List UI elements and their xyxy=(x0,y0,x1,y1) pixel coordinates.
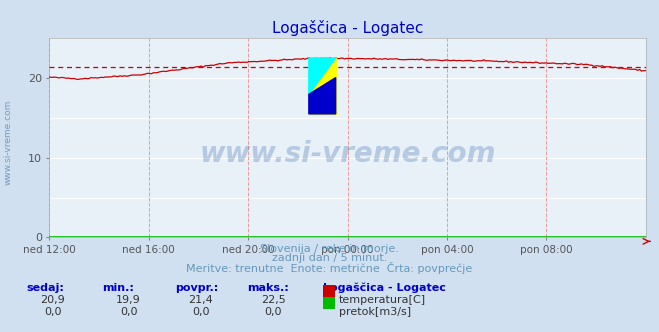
Text: www.si-vreme.com: www.si-vreme.com xyxy=(200,140,496,168)
Title: Logaščica - Logatec: Logaščica - Logatec xyxy=(272,20,423,36)
Text: 21,4: 21,4 xyxy=(188,295,214,305)
Polygon shape xyxy=(309,58,335,94)
Bar xyxy=(309,58,335,114)
Text: temperatura[C]: temperatura[C] xyxy=(339,295,426,305)
Text: 0,0: 0,0 xyxy=(192,307,210,317)
Text: Slovenija / reke in morje.: Slovenija / reke in morje. xyxy=(260,244,399,254)
Text: www.si-vreme.com: www.si-vreme.com xyxy=(3,100,13,186)
Text: Meritve: trenutne  Enote: metrične  Črta: povprečje: Meritve: trenutne Enote: metrične Črta: … xyxy=(186,262,473,274)
Text: sedaj:: sedaj: xyxy=(26,283,64,293)
Text: 22,5: 22,5 xyxy=(261,295,286,305)
Text: pretok[m3/s]: pretok[m3/s] xyxy=(339,307,411,317)
Text: maks.:: maks.: xyxy=(247,283,289,293)
Text: 0,0: 0,0 xyxy=(44,307,61,317)
Text: zadnji dan / 5 minut.: zadnji dan / 5 minut. xyxy=(272,253,387,263)
Polygon shape xyxy=(309,78,335,114)
Text: 19,9: 19,9 xyxy=(116,295,141,305)
Text: 0,0: 0,0 xyxy=(265,307,282,317)
Text: Logaščica - Logatec: Logaščica - Logatec xyxy=(323,283,445,293)
Text: 0,0: 0,0 xyxy=(120,307,137,317)
Text: min.:: min.: xyxy=(102,283,134,293)
Text: povpr.:: povpr.: xyxy=(175,283,218,293)
Text: 20,9: 20,9 xyxy=(40,295,65,305)
